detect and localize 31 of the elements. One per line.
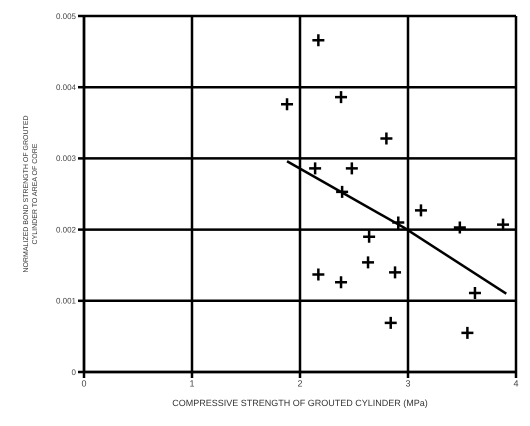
x-tick-label: 4 bbox=[513, 378, 519, 388]
point bbox=[388, 265, 402, 280]
y-tick-label: 0.005 bbox=[56, 12, 77, 21]
point bbox=[311, 32, 326, 48]
x-tick-label: 0 bbox=[81, 378, 87, 388]
x-tick-label: 3 bbox=[405, 378, 411, 388]
point bbox=[334, 184, 350, 200]
point bbox=[452, 220, 468, 235]
x-axis-title: COMPRESSIVE STRENGTH OF GROUTED CYLINDER (MPa) bbox=[172, 398, 428, 408]
point bbox=[344, 161, 360, 176]
point bbox=[496, 217, 510, 232]
point bbox=[460, 326, 475, 340]
point bbox=[334, 90, 348, 104]
y-tick-label: 0 bbox=[72, 368, 77, 377]
point bbox=[362, 229, 376, 244]
point bbox=[280, 97, 294, 112]
point bbox=[379, 131, 394, 146]
point bbox=[414, 203, 428, 218]
point bbox=[360, 255, 376, 270]
y-tick-label: 0.003 bbox=[56, 154, 77, 164]
point bbox=[311, 267, 326, 282]
point bbox=[468, 286, 482, 300]
y-tick-label: 0.001 bbox=[56, 296, 77, 306]
point bbox=[383, 316, 398, 330]
x-tick-label: 2 bbox=[297, 378, 303, 388]
point bbox=[334, 275, 348, 290]
x-tick-label: 1 bbox=[189, 378, 195, 388]
y-tick-label: 0.004 bbox=[56, 83, 77, 92]
y-tick-label: 0.002 bbox=[56, 225, 77, 234]
point bbox=[308, 161, 322, 176]
point bbox=[391, 215, 406, 230]
